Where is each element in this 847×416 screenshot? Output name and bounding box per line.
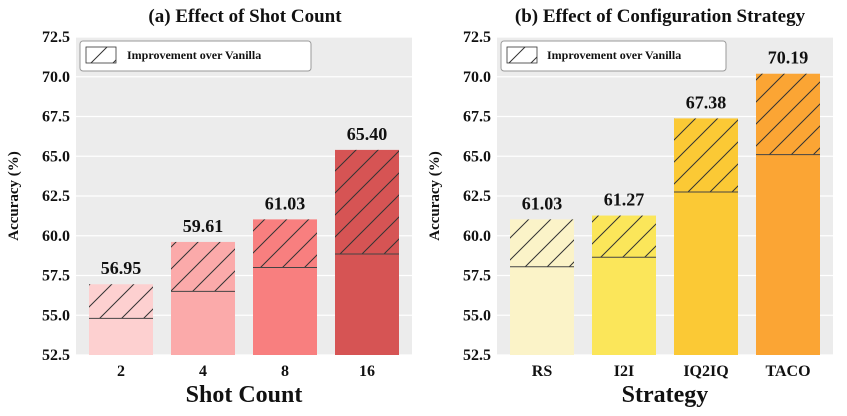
x-tick-label: I2I [614, 363, 634, 380]
legend-box [79, 40, 312, 72]
y-tick-label: 55.0 [463, 307, 491, 324]
bar-vanilla [171, 291, 235, 355]
legend-box [500, 40, 727, 72]
x-tick-label: 4 [199, 363, 207, 380]
bars: 56.95 59.61 61.03 65.40 [89, 124, 399, 355]
x-tick-label: IQ2IQ [683, 363, 728, 380]
chart-title: (a) Effect of Shot Count [148, 6, 342, 27]
value-label: 67.38 [686, 92, 727, 112]
y-axis-label: Accuracy (%) [6, 151, 22, 241]
y-ticks: 52.5 55.0 57.5 60.0 62.5 65.0 67.5 70.0 72.5 [42, 29, 70, 364]
y-tick-label: 72.5 [42, 29, 70, 46]
y-tick-label: 57.5 [42, 268, 70, 285]
bar-vanilla [756, 154, 820, 355]
bar-improvement-hatch [592, 215, 656, 258]
x-tick-label: 2 [117, 363, 125, 380]
bar-vanilla [510, 266, 574, 355]
value-label: 61.03 [265, 193, 306, 213]
bar-improvement-hatch [335, 149, 399, 255]
y-tick-label: 67.5 [463, 109, 491, 126]
bar-vanilla [335, 254, 399, 355]
y-tick-label: 60.0 [463, 228, 491, 245]
y-tick-label: 55.0 [42, 307, 70, 324]
y-tick-label: 62.5 [463, 188, 491, 205]
value-label: 59.61 [183, 216, 224, 236]
y-tick-label: 67.5 [42, 109, 70, 126]
panel-configuration-strategy: (b) Effect of Configuration Strategy 61.… [427, 6, 833, 408]
y-tick-label: 52.5 [42, 347, 70, 364]
legend-swatch [85, 46, 117, 64]
x-ticks: 2 4 8 16 [117, 363, 375, 380]
bar-vanilla [592, 257, 656, 355]
value-label: 61.27 [604, 190, 645, 210]
x-ticks: RS I2I IQ2IQ TACO [532, 363, 811, 380]
legend: Improvement over Vanilla [79, 40, 312, 72]
y-tick-label: 52.5 [463, 347, 491, 364]
x-tick-label: RS [532, 363, 553, 380]
y-tick-label: 72.5 [463, 29, 491, 46]
bar-vanilla [253, 267, 317, 355]
y-tick-label: 70.0 [463, 69, 491, 86]
legend-label: Improvement over Vanilla [547, 48, 681, 62]
x-axis-label: Strategy [622, 382, 709, 408]
y-tick-label: 65.0 [42, 148, 70, 165]
chart-title: (b) Effect of Configuration Strategy [515, 6, 806, 27]
value-label: 56.95 [101, 258, 142, 278]
bar-improvement-hatch [253, 219, 317, 268]
value-label: 70.19 [768, 48, 809, 68]
bar-improvement-hatch [510, 219, 574, 267]
bar-improvement-hatch [756, 73, 820, 155]
y-axis-label: Accuracy (%) [427, 151, 443, 241]
y-ticks: 52.5 55.0 57.5 60.0 62.5 65.0 67.5 70.0 72.5 [463, 29, 491, 364]
y-tick-label: 62.5 [42, 188, 70, 205]
bar-vanilla [89, 318, 153, 355]
panel-shot-count: (a) Effect of Shot Count 56.95 59.61 61.03… [6, 6, 412, 408]
x-axis-label: Shot Count [186, 382, 303, 408]
y-tick-label: 60.0 [42, 228, 70, 245]
bar-improvement-hatch [171, 241, 235, 292]
bar-vanilla [674, 192, 738, 355]
x-tick-label: 8 [281, 363, 289, 380]
x-tick-label: 16 [359, 363, 375, 380]
value-label: 61.03 [522, 193, 563, 213]
y-tick-label: 70.0 [42, 69, 70, 86]
legend-swatch [506, 46, 538, 64]
y-tick-label: 65.0 [463, 148, 491, 165]
x-tick-label: TACO [765, 363, 810, 380]
bar-improvement-hatch [674, 118, 738, 193]
legend-label: Improvement over Vanilla [127, 48, 261, 62]
legend: Improvement over Vanilla [500, 40, 727, 72]
value-label: 65.40 [347, 124, 388, 144]
bar-improvement-hatch [89, 284, 153, 319]
bars: 61.03 61.27 67.38 70.19 [510, 48, 820, 355]
y-tick-label: 57.5 [463, 268, 491, 285]
